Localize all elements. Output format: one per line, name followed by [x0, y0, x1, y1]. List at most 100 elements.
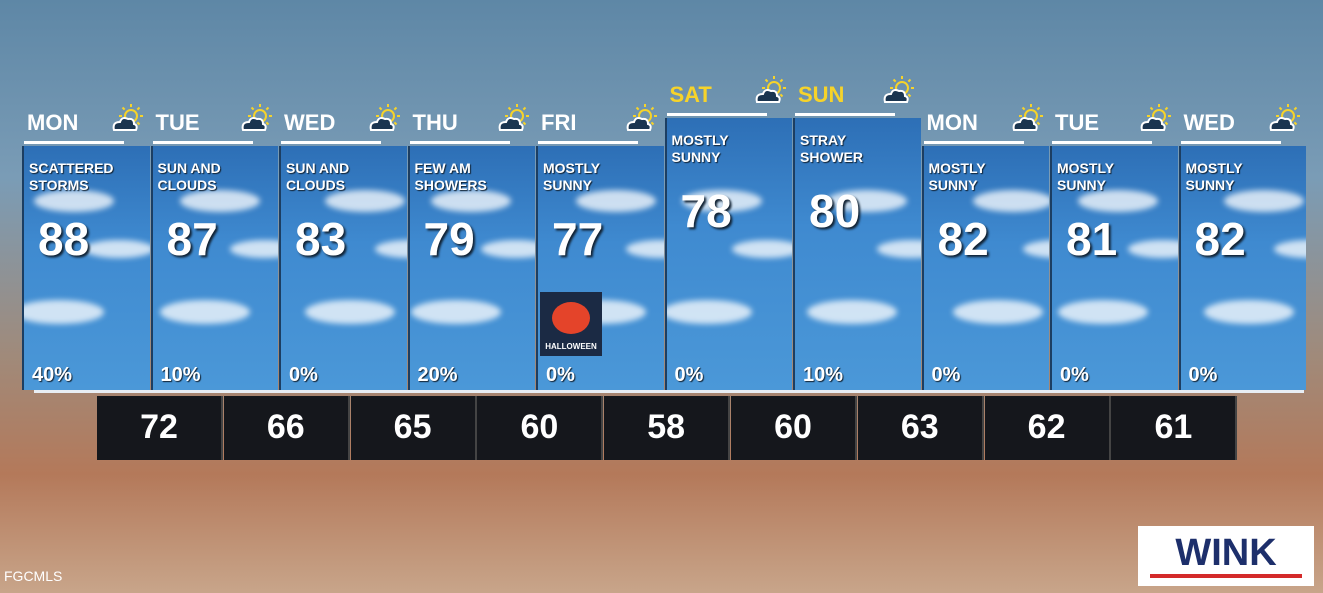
weather-icon — [1012, 104, 1043, 131]
condition: SUN AND CLOUDS — [286, 160, 350, 193]
high-temp: 87 — [166, 213, 218, 265]
high-temp: 83 — [295, 213, 347, 265]
high-temp: 77 — [552, 213, 604, 265]
header-underline — [281, 141, 381, 144]
precip-chance: 0% — [546, 364, 575, 386]
low-temp: 58 — [604, 396, 731, 460]
cloud — [952, 300, 1043, 324]
cloud — [807, 300, 897, 324]
header-underline — [666, 113, 767, 116]
day-panel — [664, 118, 792, 390]
cloud — [480, 240, 535, 258]
precip-chance: 0% — [1188, 364, 1218, 386]
cloud — [681, 190, 762, 212]
condition: MOSTLY SUNNY — [543, 160, 600, 193]
cloud — [972, 190, 1049, 212]
day-label: MON — [926, 110, 978, 135]
day-panel — [1178, 146, 1306, 390]
low-temp: 65 — [350, 396, 477, 460]
cloud — [1223, 190, 1304, 212]
condition: MOSTLY SUNNY — [671, 132, 729, 165]
condition: STRAY SHOWER — [800, 132, 863, 165]
logo-stripe — [1150, 574, 1302, 578]
badge: HALLOWEEN — [540, 292, 602, 356]
high-temp: 88 — [38, 213, 90, 265]
cloud — [731, 240, 792, 258]
cloud — [626, 240, 664, 258]
cloud — [1078, 190, 1158, 212]
low-temp: 66 — [223, 396, 350, 460]
condition: FEW AM SHOWERS — [414, 160, 487, 193]
day-label: WED — [1183, 110, 1235, 135]
cloud — [305, 300, 395, 324]
high-temp: 82 — [937, 213, 989, 265]
header-underline — [1180, 141, 1281, 144]
cloud — [666, 300, 752, 324]
high-temp: 82 — [1194, 213, 1246, 265]
weather-icon — [883, 76, 914, 103]
precip-chance: 40% — [32, 364, 73, 386]
low-temp: 60 — [477, 396, 604, 460]
cloud — [410, 300, 501, 324]
cloud — [229, 240, 278, 258]
day-panel — [150, 146, 278, 390]
cloud — [1273, 240, 1306, 258]
cloud — [159, 300, 250, 324]
cloud — [430, 190, 511, 212]
day-label: WED — [284, 110, 336, 135]
day-panel — [793, 118, 921, 390]
condition: MOSTLY SUNNY — [928, 160, 986, 193]
header-underline — [795, 113, 895, 116]
header-underline — [24, 141, 124, 144]
low-temp: 61 — [1111, 396, 1238, 460]
header-underline — [923, 141, 1024, 144]
day-panel — [407, 146, 535, 390]
cloud — [325, 190, 405, 212]
cloud — [1022, 240, 1049, 258]
weather-icon — [1269, 104, 1300, 131]
day-label: SUN — [798, 82, 845, 107]
precip-chance: 10% — [803, 364, 844, 386]
high-temp: 78 — [680, 185, 732, 237]
watermark: FGCMLS — [4, 568, 63, 584]
header-underline — [409, 141, 510, 144]
cloud — [827, 190, 907, 212]
weather-icon — [369, 104, 400, 131]
low-temp: 72 — [97, 396, 223, 460]
high-temp: 81 — [1066, 213, 1118, 265]
cloud — [1058, 300, 1148, 324]
high-temp: 79 — [423, 213, 475, 265]
precip-chance: 0% — [289, 364, 318, 386]
precip-chance: 0% — [1060, 364, 1089, 386]
cloud — [84, 240, 150, 258]
weather-icon — [626, 104, 657, 131]
header-underline — [152, 141, 253, 144]
day-panel — [22, 146, 150, 390]
low-temp: 63 — [857, 396, 984, 460]
precip-chance: 0% — [931, 364, 961, 386]
precip-chance: 20% — [417, 364, 458, 386]
header-underline — [538, 141, 638, 144]
weather-icon — [498, 104, 529, 131]
low-temp: 62 — [984, 396, 1111, 460]
condition: SUN AND CLOUDS — [157, 160, 221, 193]
day-label: THU — [412, 110, 458, 135]
day-panel — [921, 146, 1049, 390]
logo: WINK — [1175, 532, 1277, 574]
pumpkin — [552, 302, 590, 334]
weather-icon — [755, 76, 786, 103]
header-underline — [1052, 141, 1152, 144]
high-temp: 80 — [809, 185, 861, 237]
weather-icon — [1140, 104, 1171, 131]
condition: MOSTLY SUNNY — [1057, 160, 1114, 193]
cloud — [179, 190, 260, 212]
condition: SCATTERED STORMS — [29, 160, 114, 193]
badge-label: HALLOWEEN — [545, 342, 597, 351]
day-label: FRI — [541, 110, 577, 135]
panel-base — [34, 390, 1304, 393]
logo-box: WINK — [1138, 526, 1314, 586]
day-label: TUE — [155, 110, 200, 135]
cloud — [877, 240, 921, 258]
weather-icon — [112, 104, 143, 131]
